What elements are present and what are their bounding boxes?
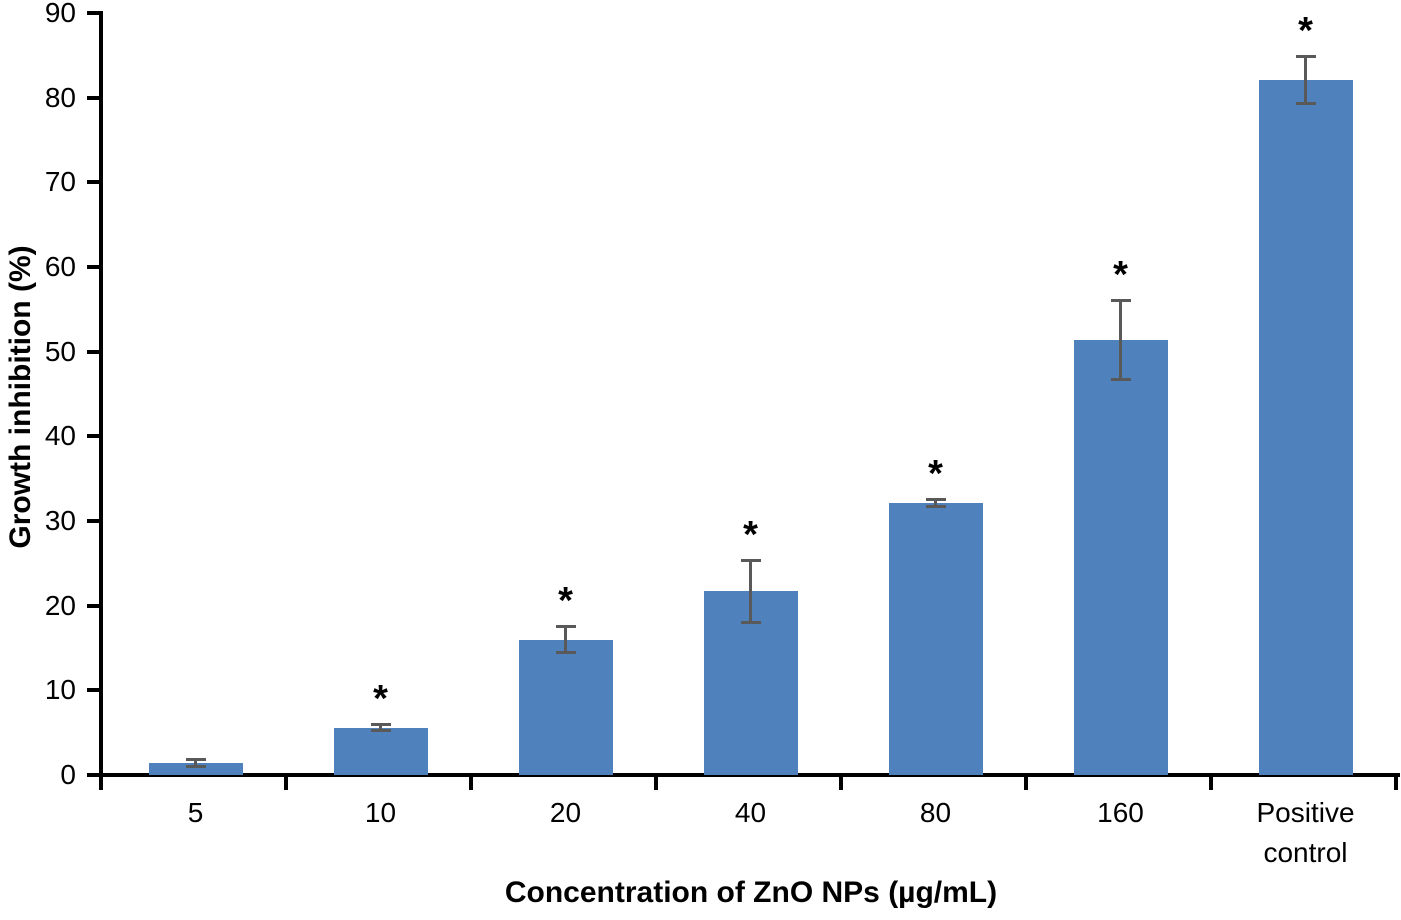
bar	[888, 503, 983, 775]
significance-asterisk: *	[1113, 254, 1128, 297]
error-bar-cap-bottom	[1110, 377, 1131, 381]
x-tick-mark	[1209, 777, 1213, 790]
error-bar-cap-top	[370, 723, 391, 727]
bar	[1073, 339, 1168, 775]
x-tick-mark	[1394, 777, 1398, 790]
x-axis-title: Concentration of ZnO NPs (µg/mL)	[504, 876, 998, 909]
error-bar-cap-bottom	[1295, 101, 1316, 105]
x-tick-mark	[469, 777, 473, 790]
x-tick-label: 10	[364, 797, 397, 828]
x-tick-label: 20	[549, 797, 582, 828]
y-tick-mark	[87, 265, 99, 269]
x-tick-label: Positive control	[1256, 797, 1355, 868]
x-tick-label: 40	[734, 797, 767, 828]
x-tick-mark	[654, 777, 658, 790]
y-axis-line	[99, 11, 103, 777]
bar	[148, 763, 243, 775]
y-tick-label: 60	[44, 251, 76, 282]
y-tick-mark	[87, 773, 99, 777]
x-tick-mark	[284, 777, 288, 790]
y-tick-mark	[87, 519, 99, 523]
bar	[1258, 79, 1353, 775]
error-bar-line	[934, 498, 937, 508]
significance-asterisk: *	[928, 452, 943, 495]
error-bar-cap-top	[1110, 299, 1131, 303]
error-bar-cap-bottom	[185, 765, 206, 769]
error-bar-line	[1119, 300, 1122, 380]
y-tick-label: 90	[44, 0, 76, 28]
error-bar-cap-top	[555, 624, 576, 628]
y-tick-label: 10	[44, 674, 76, 706]
error-bar-cap-bottom	[555, 651, 576, 655]
x-tick-label: 80	[919, 797, 952, 828]
y-tick-mark	[87, 11, 99, 15]
y-tick-mark	[87, 349, 99, 354]
significance-asterisk: *	[558, 579, 573, 622]
x-tick-mark	[99, 777, 103, 790]
error-bar-cap-top	[1295, 55, 1316, 59]
y-tick-label: 80	[44, 81, 76, 113]
bar	[333, 727, 428, 775]
x-tick-label: 160	[1097, 797, 1144, 828]
error-bar-cap-top	[925, 497, 946, 501]
y-tick-label: 40	[44, 420, 76, 452]
error-bar-cap-bottom	[740, 620, 761, 624]
error-bar-line	[564, 625, 567, 654]
y-tick-label: 0	[60, 759, 76, 790]
x-tick-mark	[839, 777, 843, 790]
y-tick-label: 50	[44, 335, 76, 367]
error-bar-line	[749, 559, 752, 623]
y-tick-mark	[87, 603, 99, 608]
y-tick-label: 30	[44, 505, 76, 536]
x-tick-mark	[1024, 777, 1028, 790]
significance-asterisk: *	[373, 678, 388, 721]
error-bar-cap-top	[740, 558, 761, 562]
significance-asterisk: *	[1298, 10, 1313, 53]
error-bar-cap-top	[185, 757, 206, 761]
error-bar-cap-bottom	[925, 505, 946, 509]
bar	[518, 639, 613, 775]
y-tick-label: 20	[44, 589, 76, 621]
y-tick-mark	[87, 434, 99, 439]
y-tick-label: 70	[44, 166, 76, 198]
error-bar-line	[379, 724, 382, 731]
error-bar-cap-bottom	[370, 728, 391, 732]
y-tick-mark	[87, 688, 99, 693]
significance-asterisk: *	[743, 513, 758, 556]
x-tick-label: 5	[187, 797, 204, 828]
y-tick-mark	[87, 95, 99, 100]
error-bar-line	[194, 758, 197, 768]
y-tick-mark	[87, 180, 99, 185]
error-bar-line	[1304, 56, 1307, 104]
x-axis-line	[99, 773, 1400, 777]
